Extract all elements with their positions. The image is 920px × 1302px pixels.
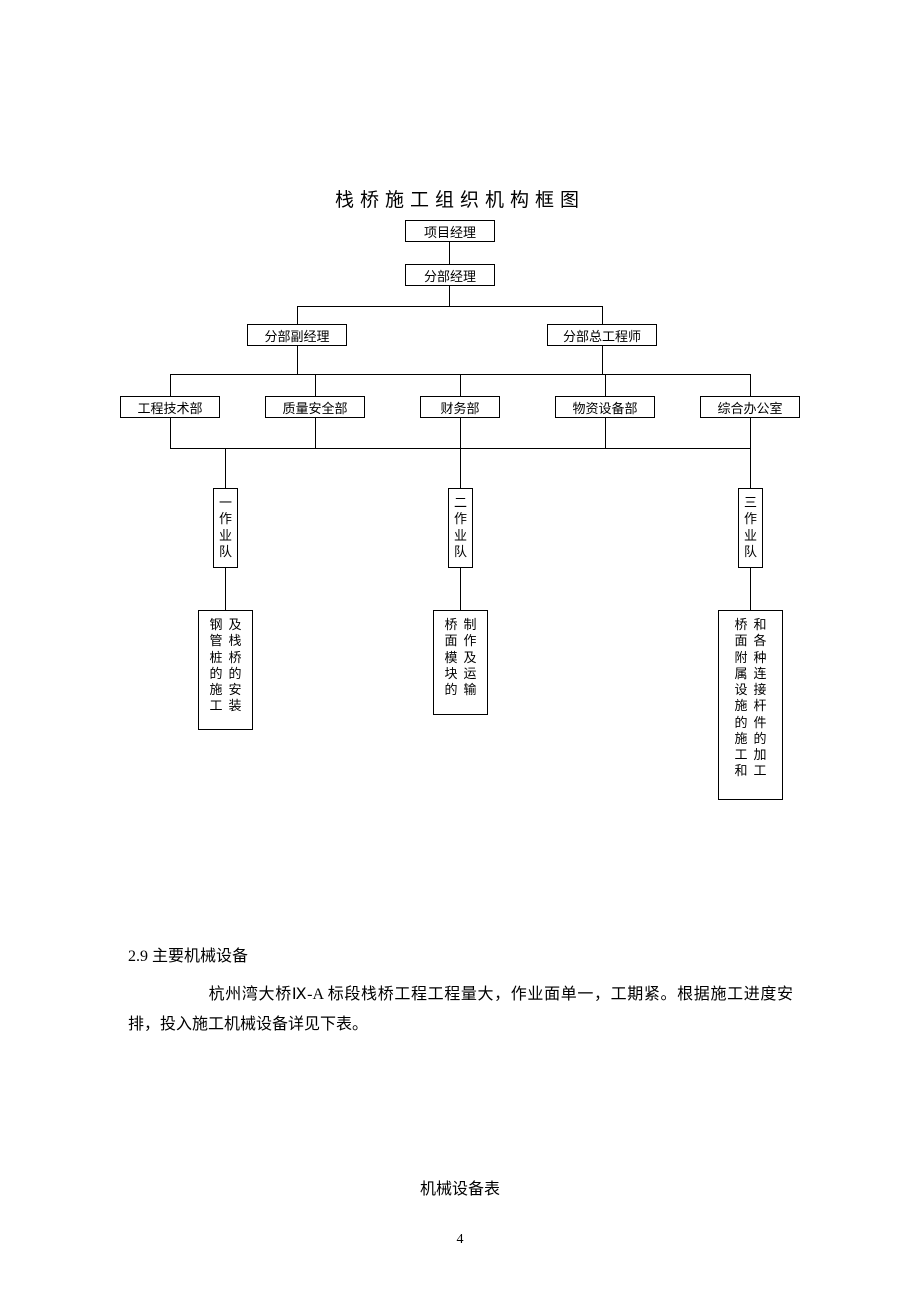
node-team-1: 一作业队	[213, 488, 238, 568]
node-task-3: 桥面附属设施的施工和 和各种连接杆件的加工	[718, 610, 783, 800]
node-dept-finance: 财务部	[420, 396, 500, 418]
connector	[750, 568, 751, 610]
connector	[460, 418, 461, 448]
connector	[449, 286, 450, 306]
node-deputy-manager: 分部副经理	[247, 324, 347, 346]
node-dept-office: 综合办公室	[700, 396, 800, 418]
team-3-label: 三作业队	[744, 495, 757, 560]
connector	[750, 448, 751, 488]
connector	[750, 418, 751, 448]
connector	[602, 346, 603, 374]
node-dept-engineering: 工程技术部	[120, 396, 220, 418]
connector	[170, 374, 171, 396]
connector	[297, 346, 298, 374]
org-chart: 项目经理 分部经理 分部副经理 分部总工程师 工程技术部 质量安全部 财务部 物…	[0, 210, 920, 820]
task-3-col1: 桥面附属设施的施工和	[734, 617, 747, 780]
page-number: 4	[0, 1232, 920, 1248]
body-text-content: 杭州湾大桥Ⅸ-A 标段栈桥工程工程量大，作业面单一，工期紧。根据施工进度安排，投…	[128, 986, 793, 1033]
connector	[225, 448, 226, 488]
connector	[460, 568, 461, 610]
connector	[170, 418, 171, 448]
team-1-label: 一作业队	[219, 495, 232, 560]
section-heading: 2.9 主要机械设备	[128, 942, 248, 966]
node-task-1: 钢管桩的施工 及栈桥的安装	[198, 610, 253, 730]
page: 栈桥施工组织机构框图 项目经理 分部经理 分部副经理 分部总工程师 工程技术部 …	[0, 0, 920, 1302]
connector	[750, 374, 751, 396]
task-1-col1: 钢管桩的施工	[209, 617, 222, 715]
node-project-manager: 项目经理	[405, 220, 495, 242]
node-chief-engineer: 分部总工程师	[547, 324, 657, 346]
node-task-2: 桥面模块的 制作及运输	[433, 610, 488, 715]
connector	[315, 418, 316, 448]
connector	[460, 374, 461, 396]
connector	[602, 306, 603, 324]
diagram-title: 栈桥施工组织机构框图	[0, 185, 920, 212]
connector	[225, 568, 226, 610]
connector	[460, 448, 461, 488]
connector	[605, 374, 606, 396]
node-branch-manager: 分部经理	[405, 264, 495, 286]
table-title: 机械设备表	[0, 1175, 920, 1199]
connector	[315, 374, 316, 396]
task-2-col1: 桥面模块的	[444, 617, 457, 698]
team-2-label: 二作业队	[454, 495, 467, 560]
task-2-col2: 制作及运输	[464, 617, 477, 698]
node-dept-quality-safety: 质量安全部	[265, 396, 365, 418]
connector	[449, 242, 450, 264]
node-dept-materials: 物资设备部	[555, 396, 655, 418]
body-paragraph: 杭州湾大桥Ⅸ-A 标段栈桥工程工程量大，作业面单一，工期紧。根据施工进度安排，投…	[128, 980, 793, 1041]
node-team-2: 二作业队	[448, 488, 473, 568]
task-1-col2: 及栈桥的安装	[229, 617, 242, 715]
connector	[297, 306, 298, 324]
connector	[605, 418, 606, 448]
task-3-col2: 和各种连接杆件的加工	[754, 617, 767, 780]
connector	[297, 306, 603, 307]
node-team-3: 三作业队	[738, 488, 763, 568]
